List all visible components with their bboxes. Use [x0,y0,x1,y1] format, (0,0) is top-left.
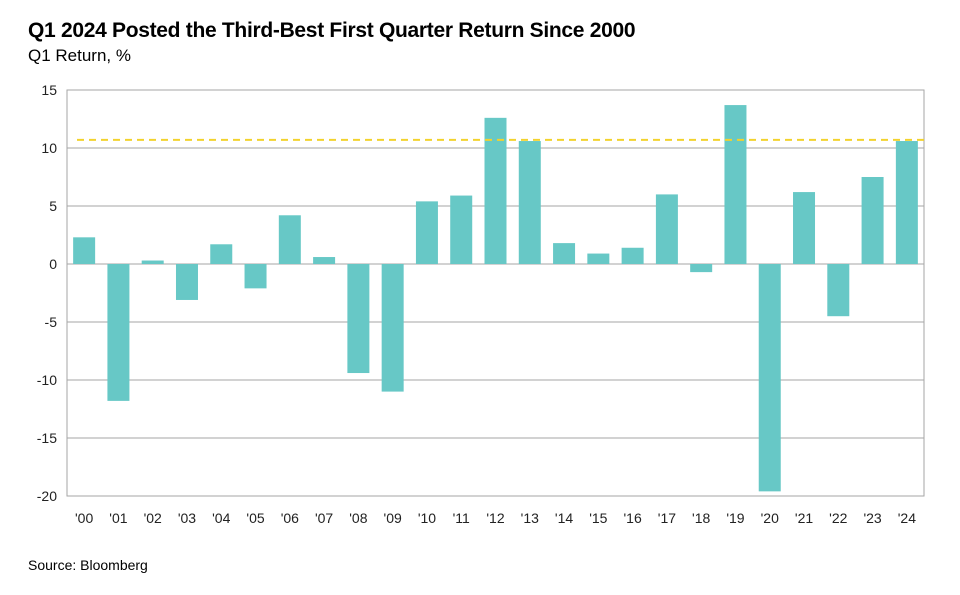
bar-03 [175,264,198,300]
x-tick-label: '00 [75,510,93,526]
x-tick-label: '03 [178,510,196,526]
bar-14 [553,243,576,264]
bar-12 [484,117,507,264]
y-tick-label: -15 [37,430,57,446]
y-tick-label: 15 [41,82,57,98]
bar-10 [415,201,438,264]
y-tick-label: -10 [37,372,57,388]
x-tick-label: '08 [349,510,367,526]
bar-04 [210,244,233,264]
x-tick-label: '12 [486,510,504,526]
x-tick-label: '09 [384,510,402,526]
bar-16 [621,247,644,264]
y-tick-label: -20 [37,488,57,504]
source-note: Source: Bloomberg [28,557,148,573]
x-tick-label: '15 [589,510,607,526]
bar-22 [827,264,850,317]
x-tick-label: '11 [453,510,470,526]
bar-00 [73,237,96,264]
y-tick-label: 5 [49,198,57,214]
x-tick-label: '17 [658,510,676,526]
x-tick-label: '18 [692,510,710,526]
y-tick-label: 0 [49,256,57,272]
x-tick-label: '02 [144,510,162,526]
bar-01 [107,264,130,401]
bar-02 [141,260,164,264]
bar-13 [518,141,541,264]
x-tick-label: '16 [623,510,641,526]
x-tick-label: '22 [829,510,847,526]
chart-title: Q1 2024 Posted the Third-Best First Quar… [28,19,636,42]
x-tick-label: '13 [521,510,539,526]
bar-09 [381,264,404,392]
y-tick-label: 10 [41,140,57,156]
x-tick-label: '01 [109,510,127,526]
x-tick-label: '05 [246,510,264,526]
bar-05 [244,264,267,289]
bar-06 [278,215,301,264]
x-tick-label: '24 [898,510,916,526]
x-tick-label: '10 [418,510,436,526]
x-tick-label: '07 [315,510,333,526]
x-tick-label: '23 [863,510,881,526]
x-tick-label: '21 [795,510,813,526]
bar-19 [724,105,747,264]
y-tick-label: -5 [45,314,58,330]
bar-24 [895,141,918,264]
bar-08 [347,264,370,374]
bar-11 [450,195,473,264]
bar-07 [313,257,336,264]
bar-23 [861,177,884,264]
plot-frame [66,89,925,497]
x-tick-label: '04 [212,510,230,526]
bar-18 [690,264,713,273]
chart-subtitle: Q1 Return, % [28,46,131,65]
x-tick-label: '20 [761,510,779,526]
bar-21 [793,192,816,264]
bar-20 [758,264,781,492]
x-tick-label: '19 [726,510,744,526]
x-tick-label: '14 [555,510,573,526]
bar-15 [587,253,610,264]
x-tick-label: '06 [281,510,299,526]
bar-17 [655,194,678,264]
